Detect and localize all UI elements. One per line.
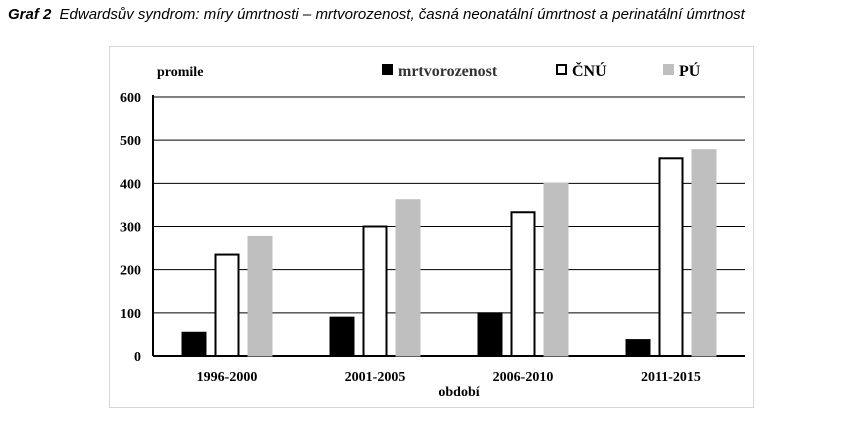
legend-swatch-0 (382, 64, 393, 75)
legend-swatch-2 (663, 64, 674, 75)
bar-mrtvorozenost-2006-2010 (477, 312, 503, 357)
x-tick-label-0: 1996-2000 (197, 370, 258, 385)
figure-caption-text: Edwardsův syndrom: míry úmrtnosti – mrtv… (59, 6, 745, 23)
x-tick-label-3: 2011-2015 (641, 370, 701, 385)
bar-PÚ-1996-2000 (247, 235, 273, 357)
y-tick-label-1: 100 (120, 307, 141, 322)
bar-mrtvorozenost-2011-2015 (625, 339, 651, 357)
legend-label-0: mrtvorozenost (398, 63, 498, 80)
y-tick-label-4: 400 (120, 177, 141, 192)
figure-label: Graf 2 (8, 6, 52, 23)
figure-caption: Graf 2 Edwardsův syndrom: míry úmrtnosti… (8, 6, 848, 24)
x-tick-label-1: 2001-2005 (345, 370, 406, 385)
y-tick-label-6: 600 (120, 91, 141, 106)
y-tick-label-2: 200 (120, 264, 141, 279)
bar-PÚ-2006-2010 (543, 182, 569, 357)
bar-mrtvorozenost-1996-2000 (181, 331, 207, 357)
x-axis-title: období (438, 385, 480, 400)
x-tick-label-2: 2006-2010 (493, 370, 554, 385)
y-tick-label-5: 500 (120, 134, 141, 149)
legend-swatch-1 (556, 64, 567, 75)
bar-ČNÚ-2001-2005 (362, 225, 388, 357)
bar-ČNÚ-1996-2000 (214, 253, 240, 357)
y-tick-label-3: 300 (120, 221, 141, 236)
y-axis-title: promile (157, 65, 203, 80)
legend-label-2: PÚ (679, 61, 701, 80)
bar-PÚ-2001-2005 (395, 199, 421, 357)
bar-ČNÚ-2006-2010 (510, 211, 536, 357)
bar-ČNÚ-2011-2015 (658, 157, 684, 357)
bar-mrtvorozenost-2001-2005 (329, 316, 355, 357)
bar-PÚ-2011-2015 (691, 149, 717, 357)
y-tick-label-0: 0 (134, 350, 141, 365)
legend-label-1: ČNÚ (572, 61, 607, 80)
